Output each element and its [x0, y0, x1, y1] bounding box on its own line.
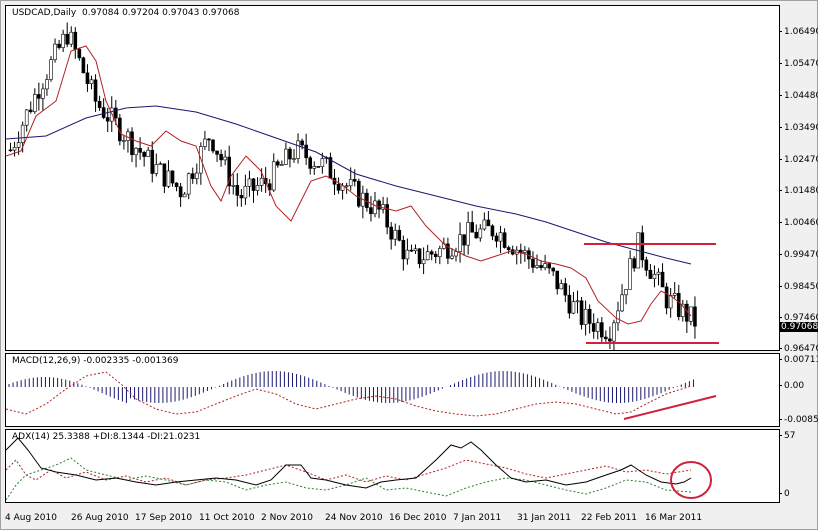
current-price-label: 0.97068 [779, 322, 818, 332]
macd-trendline [623, 395, 717, 420]
price-chart [6, 22, 719, 350]
adx-label: ADX(14) 25.3388 +DI:8.1344 -DI:21.0231 [12, 432, 201, 442]
macd-histogram [8, 371, 694, 403]
plus-di-line [6, 457, 692, 501]
ohlc-values: 0.97084 0.97204 0.97043 0.97068 [81, 8, 240, 18]
adx-panel[interactable]: ADX(14) 25.3388 +DI:8.1344 -DI:21.0231 [5, 429, 780, 503]
macd-chart [6, 371, 717, 420]
price-panel[interactable]: USDCAD,Daily 0.97084 0.97204 0.97043 0.9… [5, 5, 780, 351]
adx-line [6, 437, 692, 489]
time-axis: 4 Aug 2010 26 Aug 2010 17 Sep 2010 11 Oc… [5, 513, 703, 523]
symbol-title: USDCAD,Daily 0.97084 0.97204 0.97043 0.9… [12, 8, 240, 18]
adx-axis: 57 0 [779, 429, 818, 501]
macd-panel[interactable]: MACD(12,26,9) -0.002335 -0.001369 [5, 353, 780, 427]
fast-ma-line [6, 45, 692, 325]
candlesticks [8, 22, 697, 350]
adx-chart [6, 437, 712, 501]
macd-label: MACD(12,26,9) -0.002335 -0.001369 [12, 356, 179, 366]
price-axis: 1.06490 1.05470 1.04480 1.03490 1.02470 … [779, 5, 818, 354]
adx-highlight-circle [670, 461, 712, 499]
macd-signal-line [6, 371, 692, 417]
slow-ma-line [6, 105, 692, 265]
macd-axis: 0.007113 0.00 -0.00852 [779, 353, 818, 425]
